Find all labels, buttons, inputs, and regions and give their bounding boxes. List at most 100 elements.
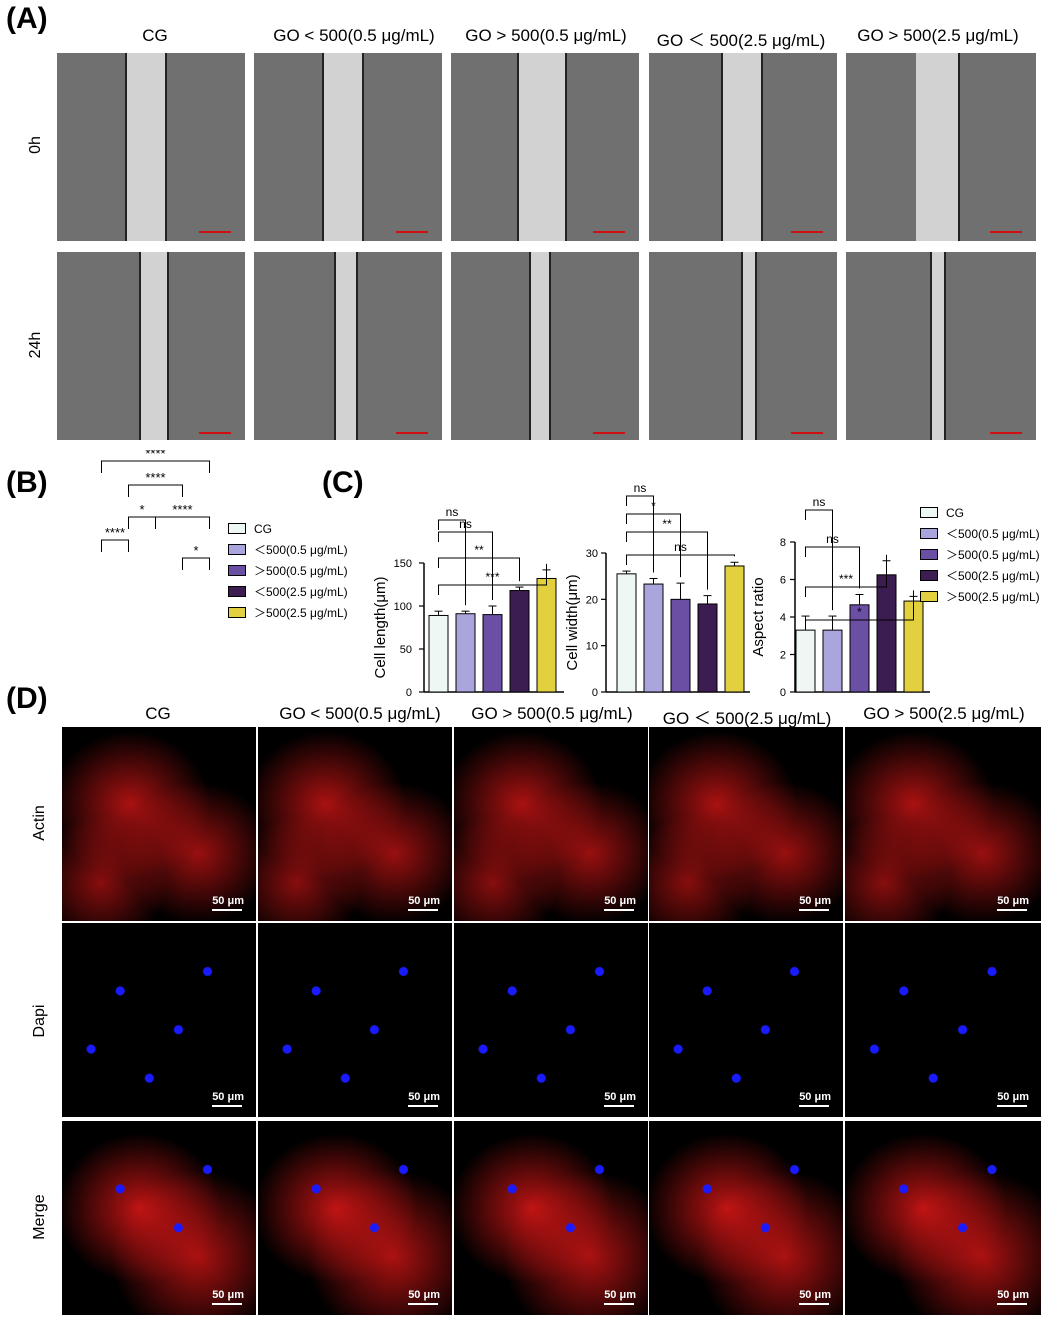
y-tick-label: 20 xyxy=(586,594,598,606)
scale-bar xyxy=(799,1303,829,1305)
bar xyxy=(795,629,816,693)
bar xyxy=(849,604,870,693)
significance-label: **** xyxy=(145,470,165,485)
row-header-0h: 0h xyxy=(27,136,44,154)
bar xyxy=(616,573,637,693)
legend-label: ＜500(2.5 μg/mL) xyxy=(946,569,1040,583)
y-axis-label: Cell length(μm) xyxy=(372,576,389,678)
legend-item: ＞500(0.5 μg/mL) xyxy=(920,544,1040,565)
y-tick-label: 0 xyxy=(592,687,598,699)
legend-item: ＜500(0.5 μg/mL) xyxy=(920,523,1040,544)
col-header-a-4: GO > 500(2.5 μg/mL) xyxy=(857,26,1019,45)
legend-label: ＞500(2.5 μg/mL) xyxy=(254,606,348,620)
scale-bar xyxy=(408,909,438,911)
legend-label: ＞500(0.5 μg/mL) xyxy=(254,564,348,578)
significance-bracket xyxy=(101,539,129,552)
scale-bar-label: 50 μm xyxy=(212,1289,244,1301)
col-header-a-0: CG xyxy=(142,26,168,45)
col-header-a-3: GO ＜ 500(2.5 μg/mL) xyxy=(656,31,826,50)
legend-item: ＞500(2.5 μg/mL) xyxy=(920,586,1040,607)
significance-bracket xyxy=(805,590,914,630)
scratch-image xyxy=(57,252,245,440)
significance-label: ns xyxy=(674,540,687,554)
panel-label-c: (C) xyxy=(322,466,364,499)
scale-bar xyxy=(604,1105,634,1107)
row-header-actin: Actin xyxy=(31,805,48,841)
bar xyxy=(822,629,843,693)
y-tick-label: 2 xyxy=(780,650,786,662)
significance-label: ** xyxy=(662,517,672,531)
significance-bracket xyxy=(438,563,547,595)
significance-bracket xyxy=(101,460,210,473)
y-tick-label: 50 xyxy=(400,644,412,656)
significance-label: *** xyxy=(839,572,853,586)
scratch-image xyxy=(649,252,837,440)
bar xyxy=(724,565,745,693)
y-tick-label: 6 xyxy=(780,575,786,587)
y-tick-label: 4 xyxy=(780,612,786,624)
legend-swatch xyxy=(228,523,246,534)
significance-bracket xyxy=(438,531,493,600)
scale-bar-label: 50 μm xyxy=(799,1289,831,1301)
dapi-image: 50 μm xyxy=(62,923,256,1117)
y-tick-label: 100 xyxy=(394,601,412,613)
legend-label: ＞500(2.5 μg/mL) xyxy=(946,590,1040,604)
significance-label: **** xyxy=(105,525,125,540)
panel-label-b: (B) xyxy=(6,466,48,499)
col-header-d-1: GO < 500(0.5 μg/mL) xyxy=(279,704,441,723)
significance-bracket xyxy=(626,554,735,565)
scale-bar-label: 50 μm xyxy=(408,1289,440,1301)
legend-item: ＜500(0.5 μg/mL) xyxy=(228,539,348,560)
bar xyxy=(876,574,897,693)
merge-image: 50 μm xyxy=(845,1121,1041,1315)
significance-label: ** xyxy=(474,543,484,557)
scale-bar-label: 50 μm xyxy=(212,895,244,907)
scale-bar xyxy=(997,1303,1027,1305)
bar xyxy=(697,603,718,693)
significance-bracket xyxy=(438,519,466,606)
y-tick-label: 0 xyxy=(780,687,786,699)
scale-bar xyxy=(408,1303,438,1305)
legend-swatch xyxy=(228,544,246,555)
significance-label: **** xyxy=(172,502,192,517)
scale-bar-label: 50 μm xyxy=(604,895,636,907)
scale-bar-label: 50 μm xyxy=(799,1091,831,1103)
actin-image: 50 μm xyxy=(649,727,843,921)
significance-bracket xyxy=(805,554,887,597)
legend-swatch xyxy=(920,507,938,518)
significance-bracket xyxy=(626,531,708,590)
legend-cell-morphology: CG ＜500(0.5 μg/mL) ＞500(0.5 μg/mL) ＜500(2.5… xyxy=(920,502,1052,612)
scale-bar xyxy=(799,1105,829,1107)
significance-bracket xyxy=(128,516,156,529)
y-axis-label: Cell width(μm) xyxy=(564,574,581,670)
significance-label: ns xyxy=(813,495,826,509)
y-tick-label: 10 xyxy=(586,641,598,653)
bar xyxy=(670,598,691,693)
bar xyxy=(643,583,664,693)
significance-bracket xyxy=(626,513,681,578)
significance-bracket xyxy=(805,546,860,589)
legend-label: CG xyxy=(254,521,272,536)
scale-bar-label: 50 μm xyxy=(408,895,440,907)
y-tick-label: 8 xyxy=(780,537,786,549)
significance-label: * xyxy=(139,502,144,517)
legend-item: ＞500(2.5 μg/mL) xyxy=(228,602,348,623)
panel-label-d: (D) xyxy=(6,682,48,715)
legend-item: ＜500(2.5 μg/mL) xyxy=(920,565,1040,586)
legend-swatch xyxy=(228,586,246,597)
scale-bar xyxy=(212,1105,242,1107)
bar xyxy=(509,590,530,693)
legend-label: CG xyxy=(946,505,964,520)
legend-label: ＜500(0.5 μg/mL) xyxy=(254,543,348,557)
scale-bar-label: 50 μm xyxy=(408,1091,440,1103)
col-header-a-2: GO > 500(0.5 μg/mL) xyxy=(465,26,627,45)
scratch-image xyxy=(254,252,442,440)
merge-image: 50 μm xyxy=(258,1121,452,1315)
legend-swatch xyxy=(228,565,246,576)
y-tick-label: 0 xyxy=(406,687,412,699)
significance-label: * xyxy=(857,605,862,619)
row-header-dapi: Dapi xyxy=(31,1004,48,1038)
col-header-a-1: GO < 500(0.5 μg/mL) xyxy=(273,26,435,45)
actin-image: 50 μm xyxy=(62,727,256,921)
